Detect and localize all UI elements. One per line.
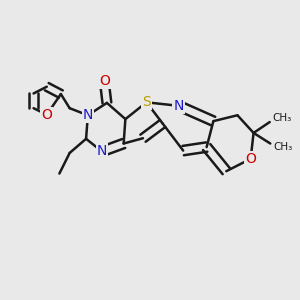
Text: O: O [41,108,52,122]
Text: N: N [174,99,184,113]
Text: CH₃: CH₃ [273,113,292,124]
Text: CH₃: CH₃ [273,142,292,152]
Text: O: O [245,152,256,166]
Text: N: N [83,108,93,122]
Text: N: N [97,145,107,158]
Text: O: O [99,74,110,88]
Text: S: S [142,95,151,109]
